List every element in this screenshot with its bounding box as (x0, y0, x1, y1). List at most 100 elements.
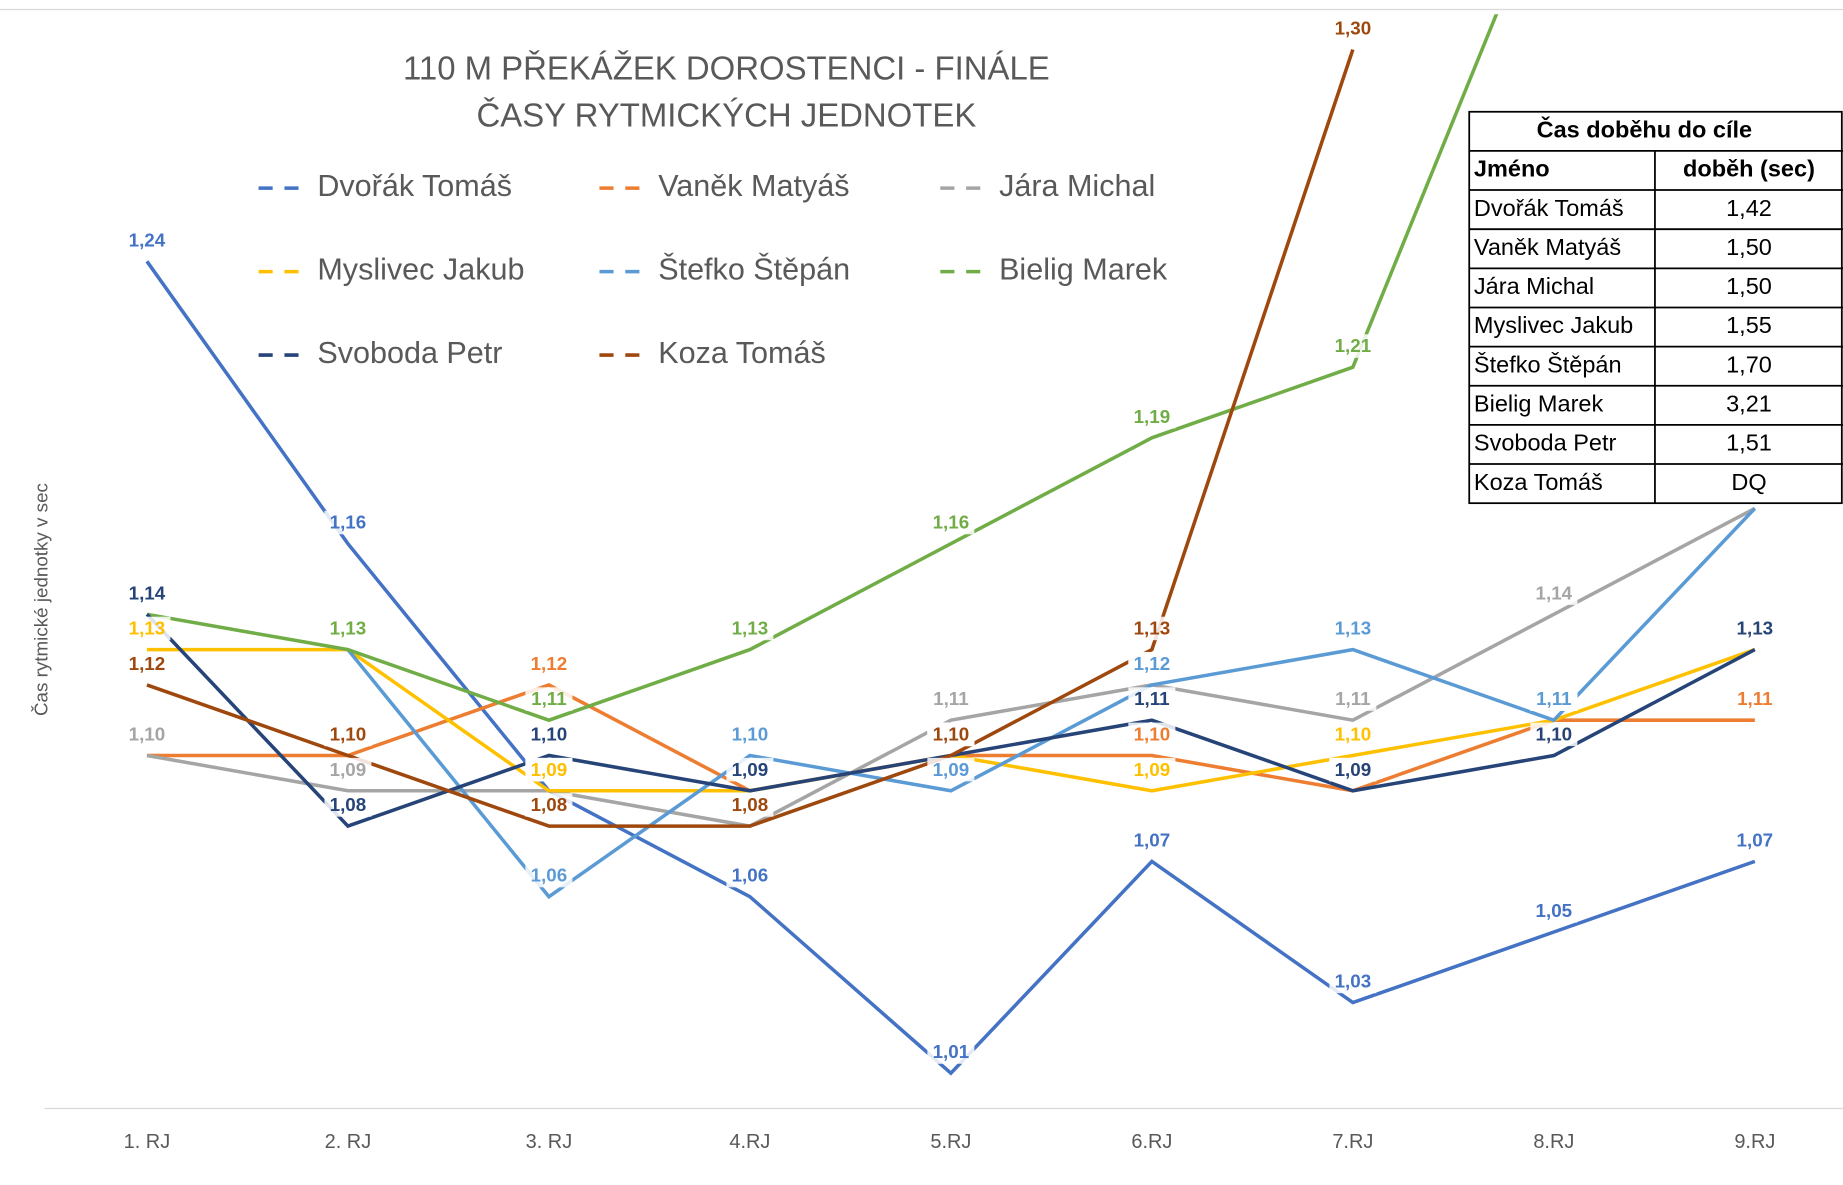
data-label: 1,11 (1737, 688, 1773, 709)
label-bg (525, 757, 573, 782)
data-label: 1,10 (1134, 723, 1171, 744)
label-bg (324, 722, 372, 747)
label-bg (1530, 581, 1578, 605)
legend-label: Koza Tomáš (658, 336, 826, 370)
series-line (146, 506, 1756, 828)
x-tick-label: 5.RJ (930, 1131, 971, 1153)
data-label: 1,08 (732, 794, 769, 815)
data-label: 1,11 (1335, 688, 1371, 709)
label-bg (324, 793, 372, 817)
label-bg (726, 722, 774, 747)
label-bg (525, 651, 573, 676)
label-bg (1329, 616, 1377, 641)
label-bg (1329, 687, 1377, 711)
legend-label: Vaněk Matyáš (658, 169, 849, 203)
data-label: 1,08 (531, 794, 568, 815)
table-cell: Svoboda Petr (1474, 430, 1617, 456)
label-bg (726, 793, 774, 817)
x-tick-label: 9.RJ (1734, 1131, 1775, 1153)
label-bg (1731, 687, 1779, 711)
table-cell: 1,50 (1726, 234, 1772, 260)
table-cell: 3,21 (1726, 391, 1772, 417)
data-label: 1,13 (330, 618, 367, 639)
legend-label: Svoboda Petr (317, 336, 502, 370)
x-tick-label: 2. RJ (325, 1131, 372, 1153)
label-bg (324, 757, 372, 782)
x-tick-label: 1. RJ (124, 1131, 171, 1153)
label-bg (1128, 687, 1176, 711)
label-bg (1731, 828, 1779, 852)
data-label: 1,19 (1134, 406, 1171, 427)
label-bg (1128, 828, 1176, 852)
x-tick-label: 8.RJ (1533, 1131, 1574, 1153)
data-label: 1,24 (129, 229, 166, 250)
table-cell: Vaněk Matyáš (1474, 234, 1621, 260)
table-cell: 1,70 (1726, 351, 1772, 377)
data-label: 1,11 (1536, 688, 1572, 709)
data-label: 1,10 (531, 723, 568, 744)
table-cell: 1,50 (1726, 273, 1772, 299)
data-label: 1,05 (1536, 900, 1573, 921)
table-cell: Myslivec Jakub (1474, 312, 1633, 338)
label-bg (324, 616, 372, 641)
label-bg (1329, 722, 1377, 747)
label-bg (726, 757, 774, 782)
table-cell: Dvořák Tomáš (1474, 195, 1624, 221)
data-label: 1,13 (1335, 618, 1372, 639)
data-label: 1,07 (1737, 829, 1774, 850)
label-bg (1329, 969, 1377, 994)
data-label: 1,06 (531, 865, 568, 886)
label-bg (525, 687, 573, 711)
label-bg (1329, 334, 1377, 358)
legend-label: Dvořák Tomáš (317, 169, 512, 203)
data-label: 1,11 (1134, 688, 1170, 709)
series-line (146, 48, 1355, 828)
data-label: 1,14 (129, 582, 166, 603)
data-label: 1,13 (1737, 618, 1774, 639)
data-label: 1,21 (1335, 335, 1372, 356)
label-bg (1128, 404, 1176, 429)
label-bg (1128, 757, 1176, 782)
chart-title: 110 M PŘEKÁŽEK DOROSTENCI - FINÁLE (403, 49, 1050, 86)
table-cell: Štefko Štěpán (1474, 350, 1622, 377)
label-bg (927, 687, 975, 711)
y-axis-label: Čas rytmické jednotky v sec (30, 483, 51, 716)
data-label: 1,09 (933, 759, 970, 780)
label-bg (1128, 722, 1176, 747)
legend-label: Bielig Marek (999, 253, 1168, 287)
data-label: 1,06 (732, 865, 769, 886)
data-label: 1,13 (1134, 618, 1171, 639)
data-label: 1,10 (1536, 723, 1573, 744)
data-label: 1,10 (1335, 723, 1372, 744)
table-cell: Jára Michal (1474, 273, 1594, 299)
label-bg (1329, 16, 1377, 41)
label-bg (1128, 651, 1176, 676)
label-bg (123, 228, 171, 252)
table-cell: DQ (1731, 469, 1766, 495)
chart-subtitle: ČASY RYTMICKÝCH JEDNOTEK (476, 96, 976, 133)
series-line (146, 14, 1499, 723)
label-bg (726, 616, 774, 641)
data-label: 1,14 (1536, 582, 1573, 603)
label-bg (1731, 616, 1779, 641)
table-cell: 1,42 (1726, 195, 1772, 221)
label-bg (927, 722, 975, 747)
data-label: 1,10 (129, 723, 166, 744)
x-tick-label: 4.RJ (729, 1131, 770, 1153)
data-label: 1,13 (732, 618, 769, 639)
data-label: 1,13 (129, 618, 166, 639)
data-label: 1,10 (732, 723, 769, 744)
data-label: 1,08 (330, 794, 367, 815)
data-label: 1,16 (933, 512, 970, 533)
label-bg (525, 863, 573, 888)
legend-label: Štefko Štěpán (658, 252, 850, 287)
data-label: 1,07 (1134, 829, 1171, 850)
data-label: 1,01 (933, 1041, 970, 1062)
label-bg (123, 581, 171, 605)
table-cell: Bielig Marek (1474, 391, 1604, 417)
data-label: 1,09 (531, 759, 568, 780)
table-cell: Koza Tomáš (1474, 469, 1603, 495)
label-bg (123, 616, 171, 641)
data-label: 1,09 (732, 759, 769, 780)
